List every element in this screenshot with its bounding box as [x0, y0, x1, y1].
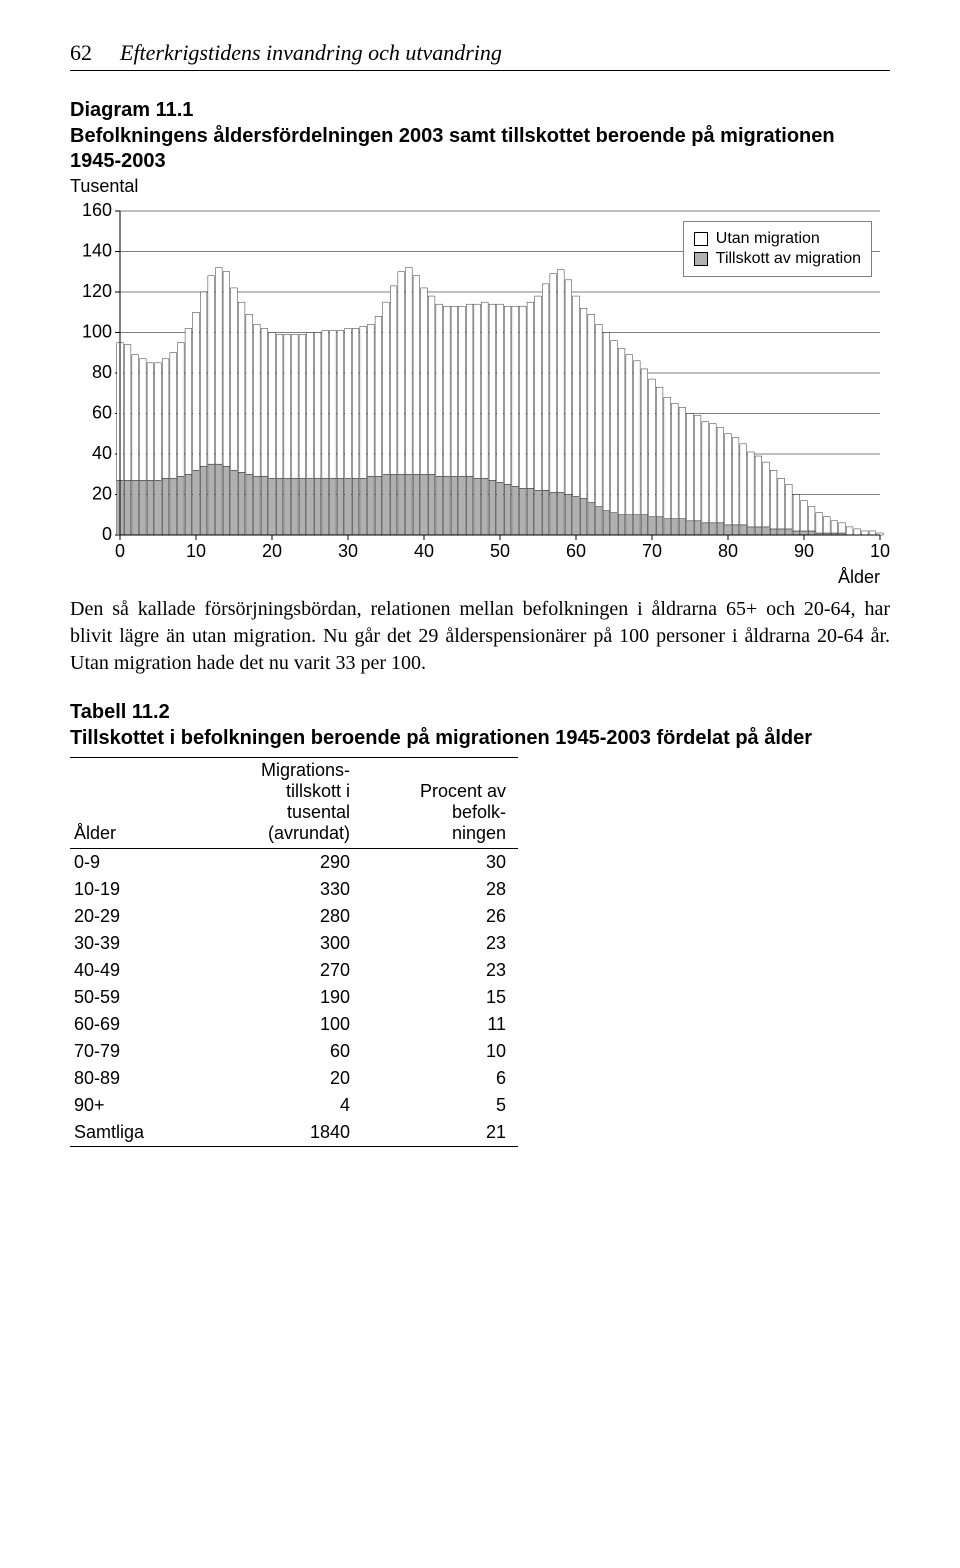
- table-row: 90+45: [70, 1092, 518, 1119]
- svg-text:40: 40: [92, 443, 112, 463]
- legend-item: Utan migration: [694, 230, 861, 248]
- table-cell: 6: [362, 1065, 518, 1092]
- diagram-title: Befolkningens åldersfördelningen 2003 sa…: [70, 124, 890, 174]
- table-row: 80-89206: [70, 1065, 518, 1092]
- table-cell: 50-59: [70, 984, 196, 1011]
- svg-text:0: 0: [102, 524, 112, 544]
- table-cell: 10-19: [70, 876, 196, 903]
- table-cell: 15: [362, 984, 518, 1011]
- x-axis-label: Ålder: [70, 567, 890, 588]
- table-cell: 80-89: [70, 1065, 196, 1092]
- table-cell: 30: [362, 849, 518, 877]
- legend-label: Tillskott av migration: [716, 250, 861, 268]
- col-header: Procent avbefolk-ningen: [362, 758, 518, 849]
- table-cell: 20: [196, 1065, 362, 1092]
- table-cell: 20-29: [70, 903, 196, 930]
- table-cell: Samtliga: [70, 1119, 196, 1147]
- table-cell: 100: [196, 1011, 362, 1038]
- table-cell: 190: [196, 984, 362, 1011]
- table-cell: 4: [196, 1092, 362, 1119]
- table-cell: 280: [196, 903, 362, 930]
- svg-text:0: 0: [115, 541, 125, 561]
- svg-text:60: 60: [566, 541, 586, 561]
- table-cell: 330: [196, 876, 362, 903]
- svg-text:40: 40: [414, 541, 434, 561]
- data-table: ÅlderMigrations-tillskott itusental(avru…: [70, 757, 518, 1147]
- svg-text:80: 80: [718, 541, 738, 561]
- table-cell: 90+: [70, 1092, 196, 1119]
- table-cell: 21: [362, 1119, 518, 1147]
- diagram-chart: 0 20 40 60 80 100 120 140 160 0 10 20 30 40 50 60 70 80 90…: [70, 203, 890, 563]
- table-row: 30-3930023: [70, 930, 518, 957]
- table-cell: 11: [362, 1011, 518, 1038]
- svg-text:120: 120: [82, 281, 112, 301]
- table-cell: 60-69: [70, 1011, 196, 1038]
- svg-text:20: 20: [92, 484, 112, 504]
- page-header: 62 Efterkrigstidens invandring och utvan…: [70, 40, 890, 71]
- col-header: Migrations-tillskott itusental(avrundat): [196, 758, 362, 849]
- table-cell: 70-79: [70, 1038, 196, 1065]
- table-cell: 5: [362, 1092, 518, 1119]
- table-cell: 10: [362, 1038, 518, 1065]
- table-label: Tabell 11.2: [70, 701, 890, 724]
- svg-text:90: 90: [794, 541, 814, 561]
- svg-text:100: 100: [82, 322, 112, 342]
- svg-text:10: 10: [186, 541, 206, 561]
- table-cell: 30-39: [70, 930, 196, 957]
- svg-text:140: 140: [82, 241, 112, 261]
- table-row: 10-1933028: [70, 876, 518, 903]
- table-cell: 1840: [196, 1119, 362, 1147]
- table-cell: 0-9: [70, 849, 196, 877]
- table-cell: 270: [196, 957, 362, 984]
- table-row: 70-796010: [70, 1038, 518, 1065]
- svg-text:50: 50: [490, 541, 510, 561]
- table-row: 0-929030: [70, 849, 518, 877]
- legend-label: Utan migration: [716, 230, 820, 248]
- table-row: 60-6910011: [70, 1011, 518, 1038]
- legend-swatch: [694, 232, 708, 246]
- table-cell: 28: [362, 876, 518, 903]
- running-title: Efterkrigstidens invandring och utvandri…: [120, 40, 502, 66]
- svg-text:10: 10: [870, 541, 890, 561]
- legend-swatch: [694, 252, 708, 266]
- body-paragraph: Den så kallade försörjningsbördan, relat…: [70, 596, 890, 677]
- table-cell: 23: [362, 957, 518, 984]
- table-cell: 300: [196, 930, 362, 957]
- col-header: Ålder: [70, 758, 196, 849]
- table-cell: 40-49: [70, 957, 196, 984]
- table-title: Tillskottet i befolkningen beroende på m…: [70, 726, 890, 751]
- page-number: 62: [70, 40, 92, 66]
- svg-text:70: 70: [642, 541, 662, 561]
- table-row: Samtliga184021: [70, 1119, 518, 1147]
- diagram-subtitle: Tusental: [70, 176, 890, 197]
- table-row: 40-4927023: [70, 957, 518, 984]
- table-cell: 26: [362, 903, 518, 930]
- table-cell: 60: [196, 1038, 362, 1065]
- svg-text:60: 60: [92, 403, 112, 423]
- legend-item: Tillskott av migration: [694, 250, 861, 268]
- table-row: 50-5919015: [70, 984, 518, 1011]
- table-cell: 23: [362, 930, 518, 957]
- table-cell: 290: [196, 849, 362, 877]
- table-row: 20-2928026: [70, 903, 518, 930]
- svg-text:80: 80: [92, 362, 112, 382]
- diagram-label: Diagram 11.1: [70, 99, 890, 122]
- svg-text:160: 160: [82, 203, 112, 220]
- chart-legend: Utan migration Tillskott av migration: [683, 221, 872, 277]
- svg-text:30: 30: [338, 541, 358, 561]
- svg-text:20: 20: [262, 541, 282, 561]
